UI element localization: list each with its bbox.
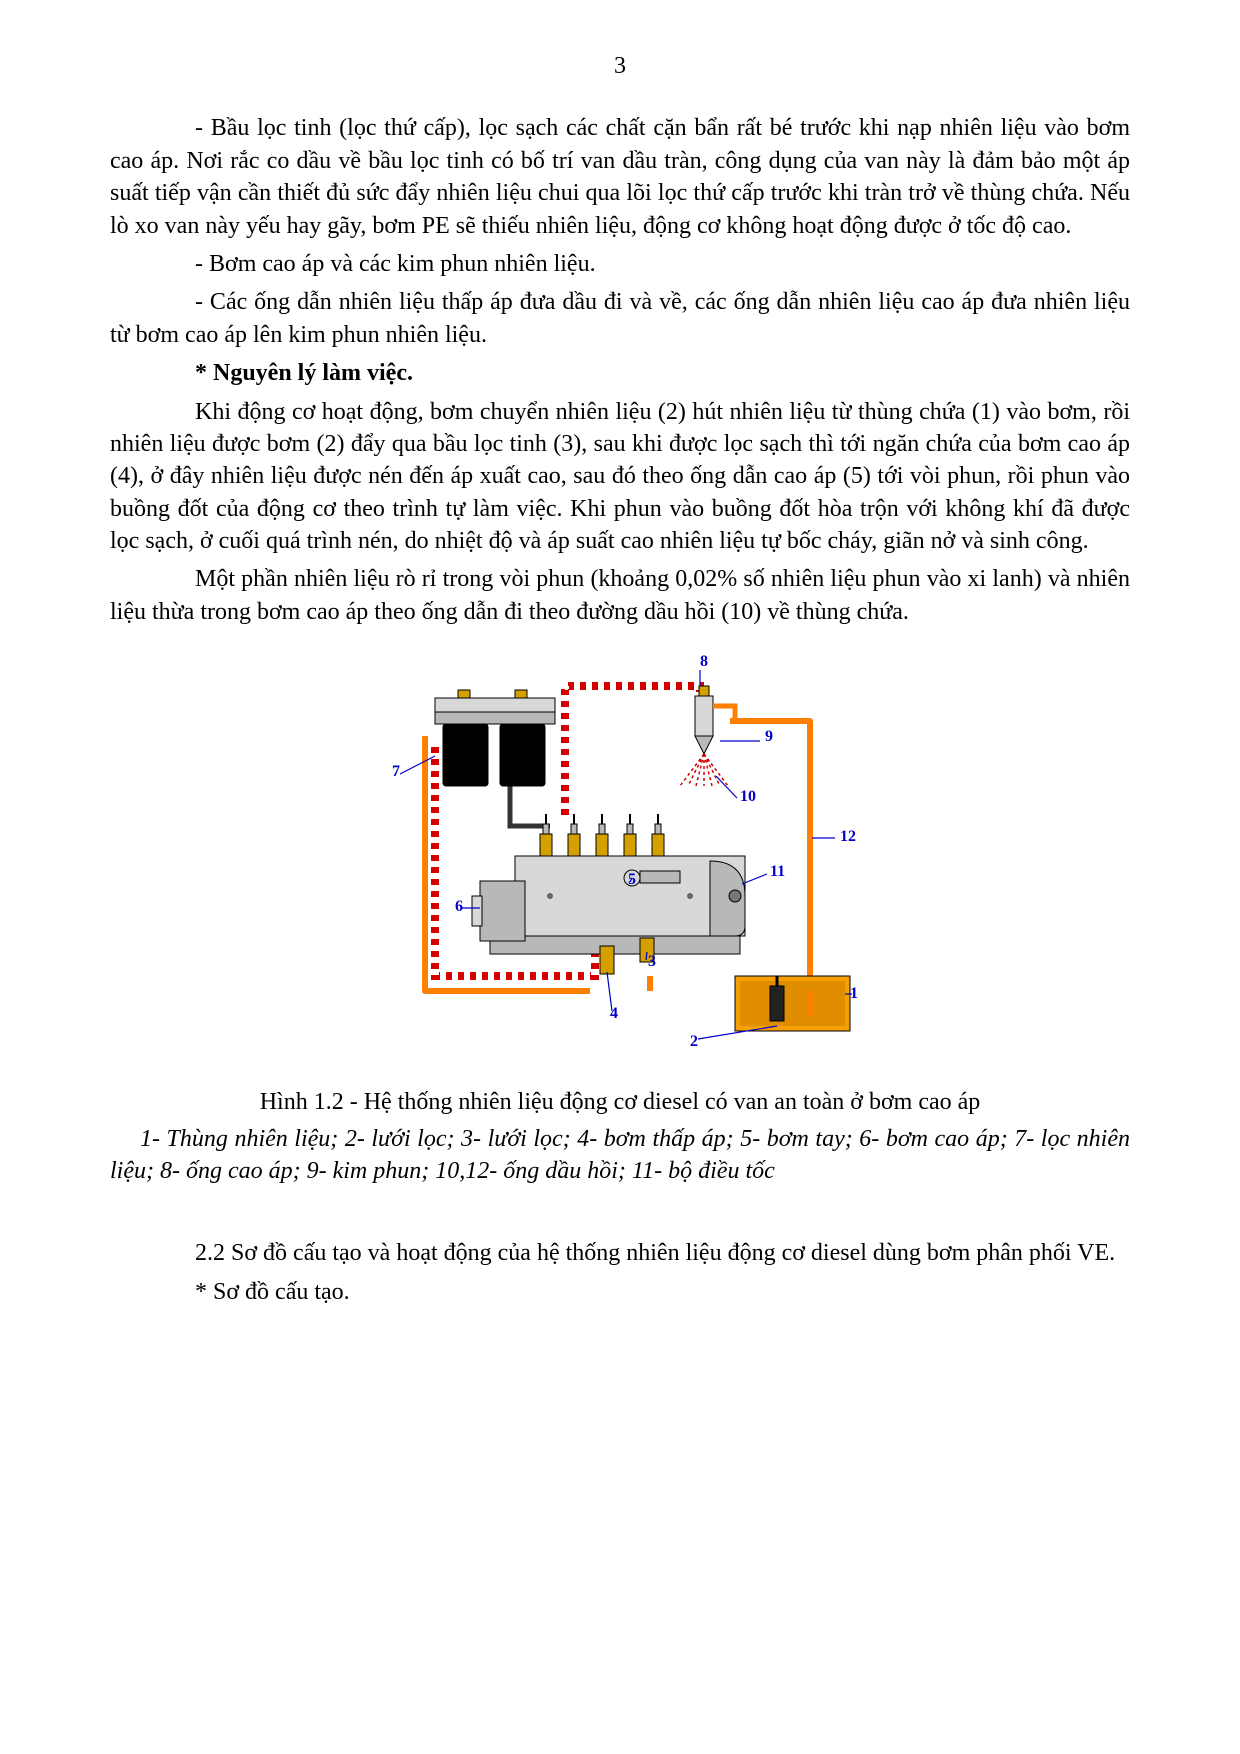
section-2-2-sub: * Sơ đồ cấu tạo. — [110, 1276, 1130, 1308]
paragraph-5: Khi động cơ hoạt động, bơm chuyển nhiên … — [110, 396, 1130, 558]
svg-text:4: 4 — [610, 1005, 618, 1022]
paragraph-1: - Bầu lọc tinh (lọc thứ cấp), lọc sạch c… — [110, 112, 1130, 242]
paragraph-3: - Các ống dẫn nhiên liệu thấp áp đưa dầu… — [110, 286, 1130, 351]
figure-caption: Hình 1.2 - Hệ thống nhiên liệu động cơ d… — [110, 1086, 1130, 1118]
paragraph-2: - Bơm cao áp và các kim phun nhiên liệu. — [110, 248, 1130, 280]
figure-1-2: 123456789101112 — [110, 646, 1130, 1066]
svg-text:2: 2 — [690, 1033, 698, 1050]
svg-text:3: 3 — [648, 953, 656, 970]
figure-legend: 1- Thùng nhiên liệu; 2- lưới lọc; 3- lướ… — [110, 1123, 1130, 1188]
paragraph-6: Một phần nhiên liệu rò rỉ trong vòi phun… — [110, 563, 1130, 628]
svg-text:1: 1 — [850, 985, 858, 1002]
svg-text:7: 7 — [392, 763, 400, 780]
svg-text:8: 8 — [700, 653, 708, 670]
diesel-fuel-system-diagram: 123456789101112 — [340, 646, 900, 1066]
section-2-2: 2.2 Sơ đồ cấu tạo và hoạt động của hệ th… — [110, 1237, 1130, 1308]
svg-text:5: 5 — [628, 871, 636, 888]
page: 3 - Bầu lọc tinh (lọc thứ cấp), lọc sạch… — [0, 0, 1240, 1394]
svg-text:12: 12 — [840, 828, 856, 845]
page-number: 3 — [110, 50, 1130, 82]
heading-principle: * Nguyên lý làm việc. — [110, 357, 1130, 389]
svg-text:11: 11 — [770, 863, 785, 880]
svg-text:9: 9 — [765, 728, 773, 745]
svg-text:6: 6 — [455, 898, 463, 915]
section-2-2-title: 2.2 Sơ đồ cấu tạo và hoạt động của hệ th… — [110, 1237, 1130, 1269]
svg-text:10: 10 — [740, 788, 756, 805]
